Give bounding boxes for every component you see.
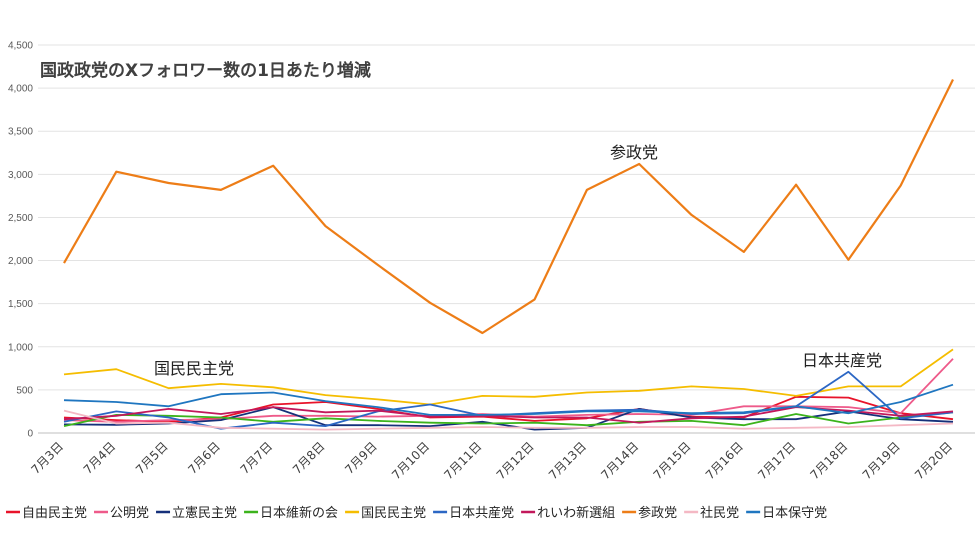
legend-label: れいわ新選組	[537, 505, 615, 521]
y-tick-label: 4,000	[8, 84, 33, 95]
series-lines	[63, 79, 954, 431]
legend-item-5: 日本共産党	[433, 505, 514, 521]
x-tick-label: 7月20日	[912, 439, 955, 482]
legend-label: 日本共産党	[449, 505, 514, 521]
y-tick-label: 3,000	[8, 170, 33, 181]
legend-label: 社民党	[700, 505, 739, 521]
y-tick-label: 1,500	[8, 299, 33, 310]
chart-title: 国政政党のXフォロワー数の1日あたり増減	[40, 60, 371, 81]
x-tick-label: 7月5日	[133, 439, 171, 477]
x-tick-label: 7月13日	[546, 439, 589, 482]
x-tick-label: 7月3日	[28, 439, 66, 477]
series-line-0	[63, 395, 954, 423]
legend-item-6: れいわ新選組	[521, 505, 615, 521]
legend-label: 参政党	[638, 505, 677, 521]
x-tick-label: 7月9日	[342, 439, 380, 477]
y-tick-label: 4,500	[8, 41, 33, 52]
y-tick-label: 500	[16, 385, 33, 396]
y-tick-label: 0	[27, 429, 33, 440]
legend-label: 日本保守党	[762, 506, 827, 521]
x-tick-label: 7月15日	[651, 439, 694, 482]
annotation-sanseito: 参政党	[610, 143, 658, 162]
x-tick-label: 7月11日	[441, 439, 484, 482]
legend-item-4: 国民民主党	[345, 506, 426, 521]
legend-item-9: 日本保守党	[746, 506, 827, 521]
y-tick-label: 2,000	[8, 256, 33, 267]
x-tick-label: 7月14日	[598, 439, 641, 482]
legend: 自由民主党 公明党 立憲民主党 日本維新の会 国民民主党 日本共産党 れいわ新選組 参政党 社民…	[6, 505, 827, 521]
legend-item-7: 参政党	[622, 505, 677, 521]
x-tick-label: 7月4日	[81, 439, 119, 477]
x-tick-label: 7月7日	[238, 439, 276, 477]
series-line-8	[63, 409, 954, 431]
x-tick-label: 7月16日	[703, 439, 746, 482]
legend-item-3: 日本維新の会	[244, 505, 338, 521]
annotation-kokumin: 国民民主党	[154, 359, 234, 378]
series-line-7	[63, 79, 954, 335]
series-line-2	[63, 406, 954, 431]
x-tick-label: 7月8日	[290, 439, 328, 477]
legend-item-1: 公明党	[94, 506, 149, 521]
legend-label: 国民民主党	[361, 506, 426, 521]
legend-label: 日本維新の会	[260, 505, 338, 521]
legend-item-2: 立憲民主党	[156, 505, 237, 521]
legend-label: 立憲民主党	[172, 505, 237, 521]
annotation-kyosanto: 日本共産党	[802, 351, 882, 370]
y-axis-ticks: 0 500 1,000 1,500 2,000 2,500 3,000 3,500 4,000 4…	[8, 41, 33, 440]
y-tick-label: 2,500	[8, 213, 33, 224]
y-tick-label: 1,000	[8, 342, 33, 353]
series-line-9	[63, 383, 954, 416]
legend-item-8: 社民党	[684, 505, 739, 521]
y-tick-label: 3,500	[8, 127, 33, 138]
legend-item-0: 自由民主党	[6, 506, 87, 521]
grid-lines	[38, 44, 975, 434]
x-tick-label: 7月6日	[185, 439, 223, 477]
x-tick-label: 7月17日	[755, 439, 798, 482]
x-tick-label: 7月12日	[494, 439, 537, 482]
series-line-4	[63, 348, 954, 406]
x-tick-label: 7月19日	[860, 439, 903, 482]
x-tick-label: 7月10日	[389, 439, 432, 482]
legend-label: 公明党	[110, 506, 149, 521]
x-axis-ticks: 7月3日 7月4日 7月5日 7月6日 7月7日 7月8日 7月9日 7月10日 7月11日 7月…	[28, 439, 955, 482]
x-tick-label: 7月18日	[807, 439, 850, 482]
legend-label: 自由民主党	[22, 506, 87, 521]
series-line-3	[63, 411, 954, 427]
